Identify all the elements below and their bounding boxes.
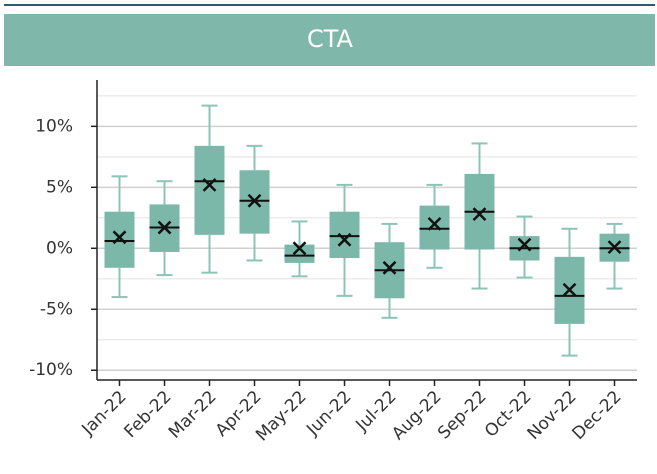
x-tick-label: Feb-22 bbox=[121, 387, 176, 442]
x-tick-label: Sep-22 bbox=[434, 387, 490, 443]
mean-marker bbox=[202, 177, 217, 192]
title-band bbox=[4, 14, 655, 66]
x-tick-label: Mar-22 bbox=[165, 387, 221, 443]
y-tick-label: 10% bbox=[35, 116, 73, 136]
box bbox=[419, 205, 450, 250]
mean-marker bbox=[247, 193, 262, 208]
mean-marker bbox=[112, 230, 127, 245]
x-tick-label: May-22 bbox=[252, 387, 310, 445]
mean-marker bbox=[427, 217, 442, 231]
mean-marker bbox=[607, 240, 622, 254]
mean-marker bbox=[292, 241, 307, 256]
mean-marker bbox=[337, 232, 352, 247]
y-tick-label: 0% bbox=[46, 238, 73, 258]
y-tick-label: -5% bbox=[40, 299, 73, 319]
x-tick-label: Aug-22 bbox=[388, 387, 445, 444]
y-tick-label: 5% bbox=[46, 177, 73, 197]
box bbox=[104, 211, 135, 268]
mean-marker bbox=[472, 207, 487, 222]
mean-marker bbox=[562, 282, 577, 297]
box bbox=[329, 211, 360, 259]
mean-marker bbox=[517, 237, 532, 252]
mean-marker bbox=[157, 220, 172, 235]
chart-title: CTA bbox=[307, 25, 354, 53]
x-tick-label: Jun-22 bbox=[302, 387, 355, 440]
x-tick-label: Jan-22 bbox=[78, 387, 131, 440]
y-tick-label: -10% bbox=[29, 360, 73, 380]
top-rule bbox=[4, 4, 655, 6]
box bbox=[284, 244, 315, 263]
mean-marker bbox=[382, 260, 397, 275]
x-tick-label: Dec-22 bbox=[569, 387, 626, 444]
x-tick-label: Nov-22 bbox=[524, 387, 581, 444]
box bbox=[194, 145, 225, 235]
